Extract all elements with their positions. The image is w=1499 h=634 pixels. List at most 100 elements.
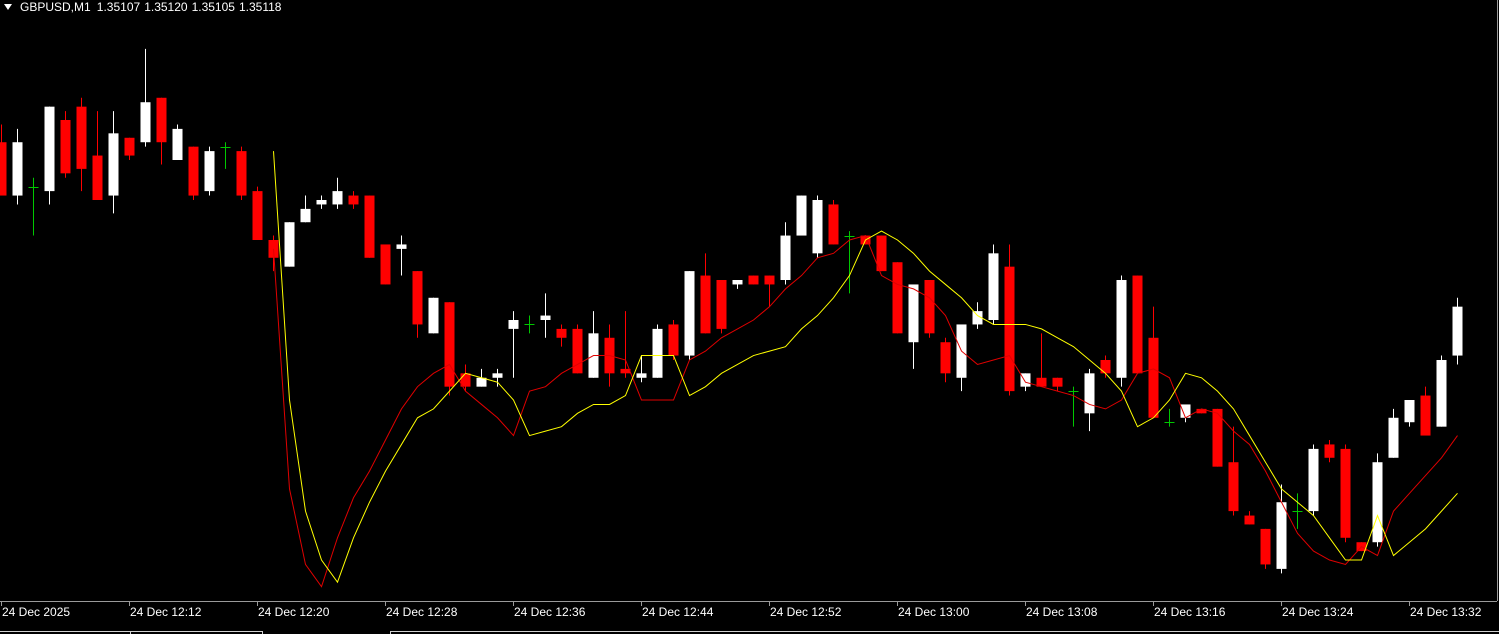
candle-body <box>892 262 903 334</box>
menu-arrow[interactable] <box>4 4 12 10</box>
candle-body <box>1212 408 1223 467</box>
candle-body <box>812 200 823 254</box>
candle-body <box>796 195 807 236</box>
candle-body <box>332 191 343 205</box>
candle-body <box>1148 337 1159 418</box>
candle-body <box>92 155 103 200</box>
x-tick-label: 24 Dec 12:20 <box>258 605 330 619</box>
candle-body <box>0 142 7 196</box>
x-tick-label: 24 Dec 13:16 <box>1154 605 1226 619</box>
candle-body <box>1420 395 1431 436</box>
candle-body <box>188 146 199 196</box>
candle-body <box>684 271 695 356</box>
candle-body <box>236 151 247 196</box>
x-axis: 24 Dec 2025 24 Dec 12:12 24 Dec 12:20 24 De… <box>1 601 1482 619</box>
candle-body <box>1228 462 1239 512</box>
candle-body <box>268 240 279 258</box>
candle-body <box>1452 306 1463 356</box>
candle-body <box>988 253 999 320</box>
x-tick-label: 24 Dec 12:12 <box>130 605 202 619</box>
candle-body <box>1436 360 1447 427</box>
candle-body <box>428 297 439 334</box>
candle-body <box>412 271 423 325</box>
candle-body <box>124 137 135 156</box>
candle-body <box>668 324 679 356</box>
candle-body <box>140 102 151 143</box>
quote-open: 1.35107 <box>97 0 141 14</box>
candle-body <box>1372 462 1383 543</box>
candle-body <box>972 311 983 325</box>
candle-body <box>1180 404 1191 418</box>
candle-body <box>828 204 839 245</box>
indicator-line <box>273 234 1458 588</box>
candle-body <box>1132 275 1143 374</box>
candle-body <box>1340 448 1351 538</box>
candle-body <box>780 235 791 280</box>
x-tick-label: 24 Dec 13:24 <box>1282 605 1354 619</box>
quote-low: 1.35105 <box>192 0 236 14</box>
x-tick-label: 24 Dec 12:36 <box>514 605 586 619</box>
candle-body <box>300 208 311 223</box>
candle-body <box>60 120 71 174</box>
candle-body <box>556 328 567 338</box>
x-tick-label: 24 Dec 13:08 <box>1026 605 1098 619</box>
candle-body <box>348 195 359 205</box>
chart-title: GBPUSD,M1 <box>20 0 91 14</box>
candle-body <box>1260 528 1271 565</box>
candle-body <box>572 328 583 374</box>
x-tick-label: 24 Dec 13:00 <box>898 605 970 619</box>
candle-body <box>1276 502 1287 569</box>
indicator-line <box>273 151 1458 584</box>
candle-body <box>76 106 87 169</box>
chart-header: GBPUSD,M1 1.35107 1.35120 1.35105 1.35118 <box>20 0 282 14</box>
x-tick-label: 24 Dec 2025 <box>2 605 70 619</box>
candle-body <box>1036 377 1047 387</box>
candle-body <box>1388 417 1399 458</box>
candle-body <box>1020 373 1031 387</box>
candle-body <box>700 275 711 334</box>
candle-body <box>12 142 23 196</box>
candle-body <box>924 280 935 334</box>
candle-body <box>908 284 919 343</box>
candle-body <box>748 275 759 285</box>
candle-body <box>172 128 183 160</box>
quote-high: 1.35120 <box>144 0 188 14</box>
candle-body <box>364 195 375 258</box>
candle-body <box>620 368 631 374</box>
candle-body <box>460 373 471 387</box>
x-tick-label: 24 Dec 12:52 <box>770 605 842 619</box>
candle-body <box>1004 266 1015 392</box>
candle-body <box>1100 360 1111 374</box>
candle-body <box>252 191 263 240</box>
x-tick-label: 24 Dec 12:28 <box>386 605 458 619</box>
candle-body <box>1244 515 1255 525</box>
candle-body <box>204 151 215 192</box>
candle-body <box>476 377 487 387</box>
candle-body <box>1116 280 1127 378</box>
candle-body <box>940 342 951 374</box>
candle-body <box>1196 408 1207 414</box>
candle-body <box>764 275 775 285</box>
candle-body <box>1052 377 1063 387</box>
candle-body <box>1084 373 1095 414</box>
candle-body <box>716 280 727 329</box>
candle-body <box>1308 448 1319 512</box>
candle-body <box>316 200 327 205</box>
candle-body <box>44 106 55 192</box>
candle-body <box>492 373 503 378</box>
candle-body <box>1404 400 1415 423</box>
candle-body <box>508 320 519 329</box>
candle-body <box>380 244 391 285</box>
candle-body <box>444 302 455 387</box>
x-tick-label: 24 Dec 13:32 <box>1410 605 1482 619</box>
candle-body <box>156 97 167 143</box>
candle-body <box>108 133 119 196</box>
candle-body <box>284 222 295 267</box>
quote-close: 1.35118 <box>239 0 282 14</box>
candle-body <box>396 244 407 249</box>
x-tick-label: 24 Dec 12:44 <box>642 605 714 619</box>
candle-body <box>540 315 551 320</box>
